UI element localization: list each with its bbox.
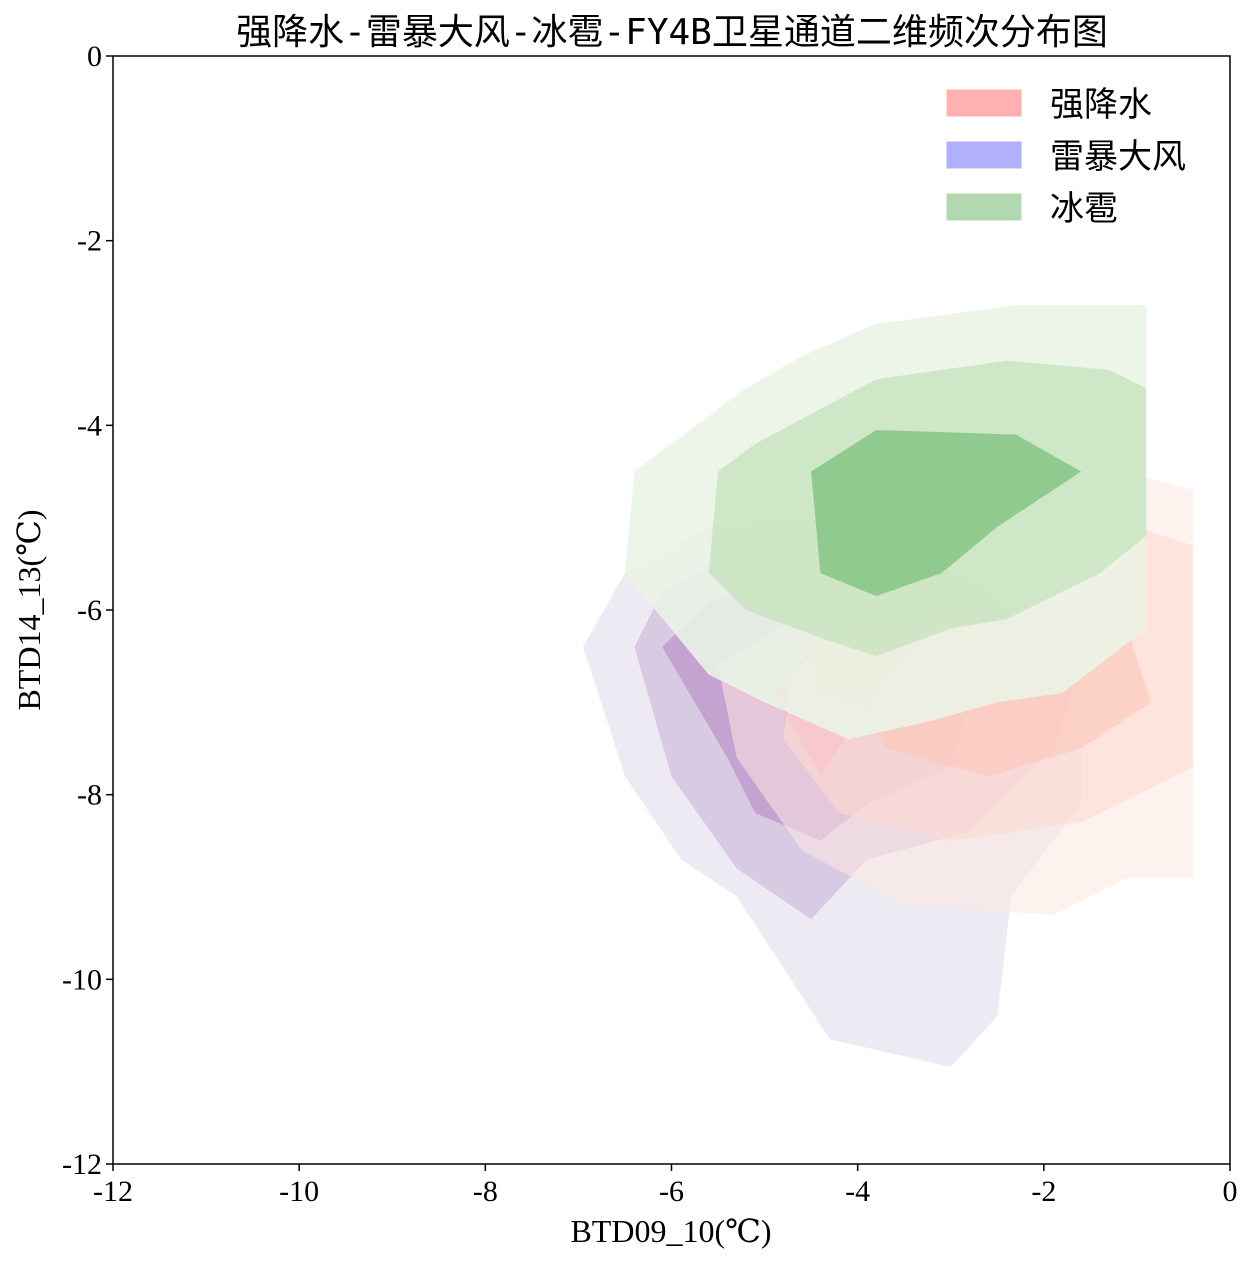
x-axis-label: BTD09_10(℃) [570, 1213, 771, 1249]
x-tick-label: -6 [659, 1175, 684, 1208]
y-tick-label: -6 [77, 594, 102, 627]
legend-label: 冰雹 [1050, 189, 1118, 229]
legend-swatch [946, 193, 1022, 221]
x-tick-label: -12 [93, 1175, 133, 1208]
legend-label: 强降水 [1050, 85, 1152, 125]
legend-swatch [946, 141, 1022, 169]
x-tick-label: -8 [473, 1175, 498, 1208]
legend-swatch [946, 89, 1022, 117]
x-tick-label: -10 [279, 1175, 319, 1208]
chart-title: 强降水-雷暴大风-冰雹-FY4B卫星通道二维频次分布图 [236, 12, 1108, 53]
y-tick-label: -2 [77, 225, 102, 258]
contour-layers [583, 305, 1193, 1067]
y-tick-label: -12 [62, 1148, 102, 1181]
x-axis: -12 -10 -8 -6 -4 -2 0 [93, 1164, 1238, 1208]
contour-series [625, 305, 1147, 740]
y-tick-label: -10 [62, 963, 102, 996]
y-tick-label: -8 [77, 779, 102, 812]
contour-level [811, 430, 1082, 597]
y-tick-label: -4 [77, 409, 102, 442]
x-tick-label: -2 [1031, 1175, 1056, 1208]
x-tick-label: 0 [1223, 1175, 1238, 1208]
y-tick-label: 0 [87, 40, 102, 73]
y-axis: 0 -2 -4 -6 -8 -10 -12 [62, 40, 113, 1181]
y-axis-label: BTD14_13(℃) [11, 509, 47, 710]
legend-label: 雷暴大风 [1050, 137, 1186, 177]
x-tick-label: -4 [845, 1175, 870, 1208]
